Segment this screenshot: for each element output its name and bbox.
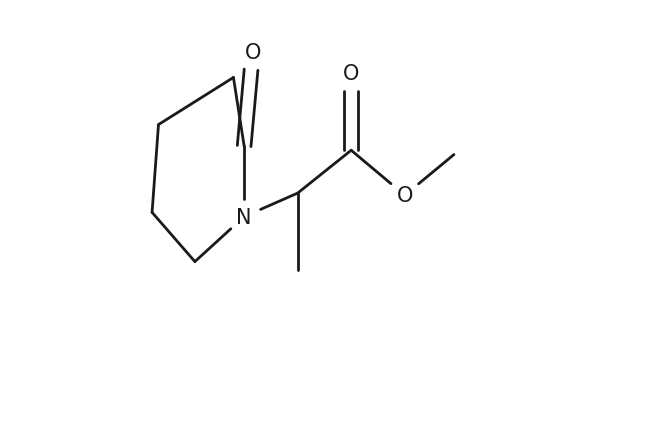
Text: O: O xyxy=(396,186,413,206)
Text: O: O xyxy=(245,43,261,63)
Text: N: N xyxy=(236,207,252,227)
Text: O: O xyxy=(343,64,359,84)
